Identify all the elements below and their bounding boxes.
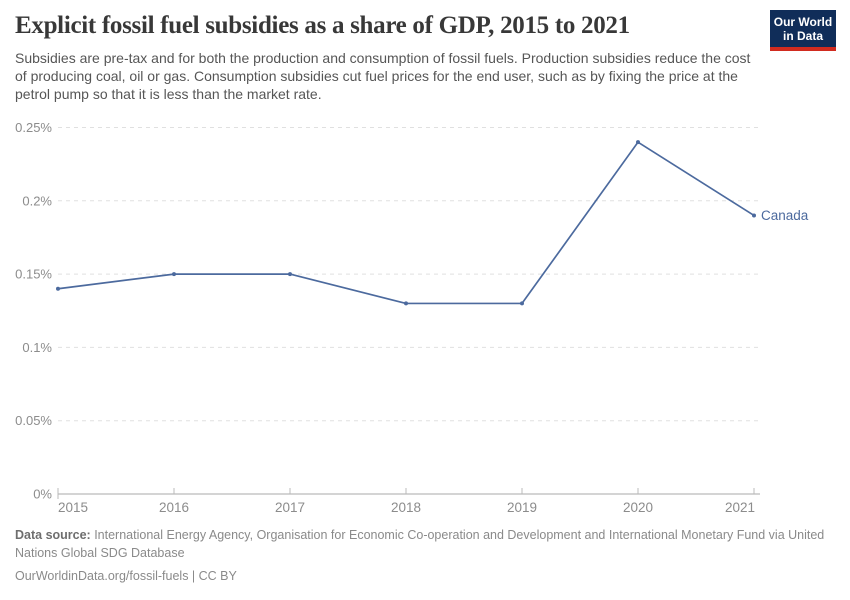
- attribution[interactable]: OurWorldinData.org/fossil-fuels | CC BY: [15, 569, 237, 583]
- series-end-label[interactable]: Canada: [761, 208, 809, 223]
- chart-footer: Data source: International Energy Agency…: [15, 526, 835, 585]
- data-point-2019[interactable]: [520, 301, 524, 306]
- data-point-2021[interactable]: [752, 213, 756, 218]
- y-tick-label: 0.25%: [15, 120, 52, 135]
- x-tick-label: 2019: [507, 500, 537, 515]
- x-tick-label: 2017: [275, 500, 305, 515]
- data-point-2020[interactable]: [636, 140, 640, 145]
- x-tick-label: 2018: [391, 500, 421, 515]
- owid-logo-line1: Our World: [773, 14, 833, 29]
- owid-logo-line2: in Data: [782, 28, 823, 43]
- data-source-text: International Energy Agency, Organisatio…: [15, 528, 825, 560]
- data-point-2015[interactable]: [56, 286, 60, 291]
- chart-subtitle: Subsidies are pre-tax and for both the p…: [15, 50, 751, 102]
- owid-logo[interactable]: Our World in Data: [770, 10, 836, 51]
- chart-header: Explicit fossil fuel subsidies as a shar…: [15, 12, 760, 103]
- y-tick-label: 0.05%: [15, 413, 52, 428]
- chart-title: Explicit fossil fuel subsidies as a shar…: [15, 12, 630, 39]
- x-tick-label: 2016: [159, 500, 189, 515]
- data-point-2016[interactable]: [172, 272, 176, 277]
- y-tick-label: 0%: [33, 487, 52, 502]
- data-source-label: Data source:: [15, 528, 91, 542]
- y-tick-label: 0.1%: [22, 340, 52, 355]
- data-point-2017[interactable]: [288, 272, 292, 277]
- x-tick-label: 2015: [58, 500, 88, 515]
- series-line-canada[interactable]: [57, 141, 755, 305]
- y-tick-label: 0.15%: [15, 267, 52, 282]
- y-tick-label: 0.2%: [22, 193, 52, 208]
- x-tick-label: 2020: [623, 500, 653, 515]
- x-tick-label: 2021: [725, 500, 755, 515]
- data-source-line: Data source: International Energy Agency…: [15, 526, 835, 562]
- data-point-2018[interactable]: [404, 301, 408, 306]
